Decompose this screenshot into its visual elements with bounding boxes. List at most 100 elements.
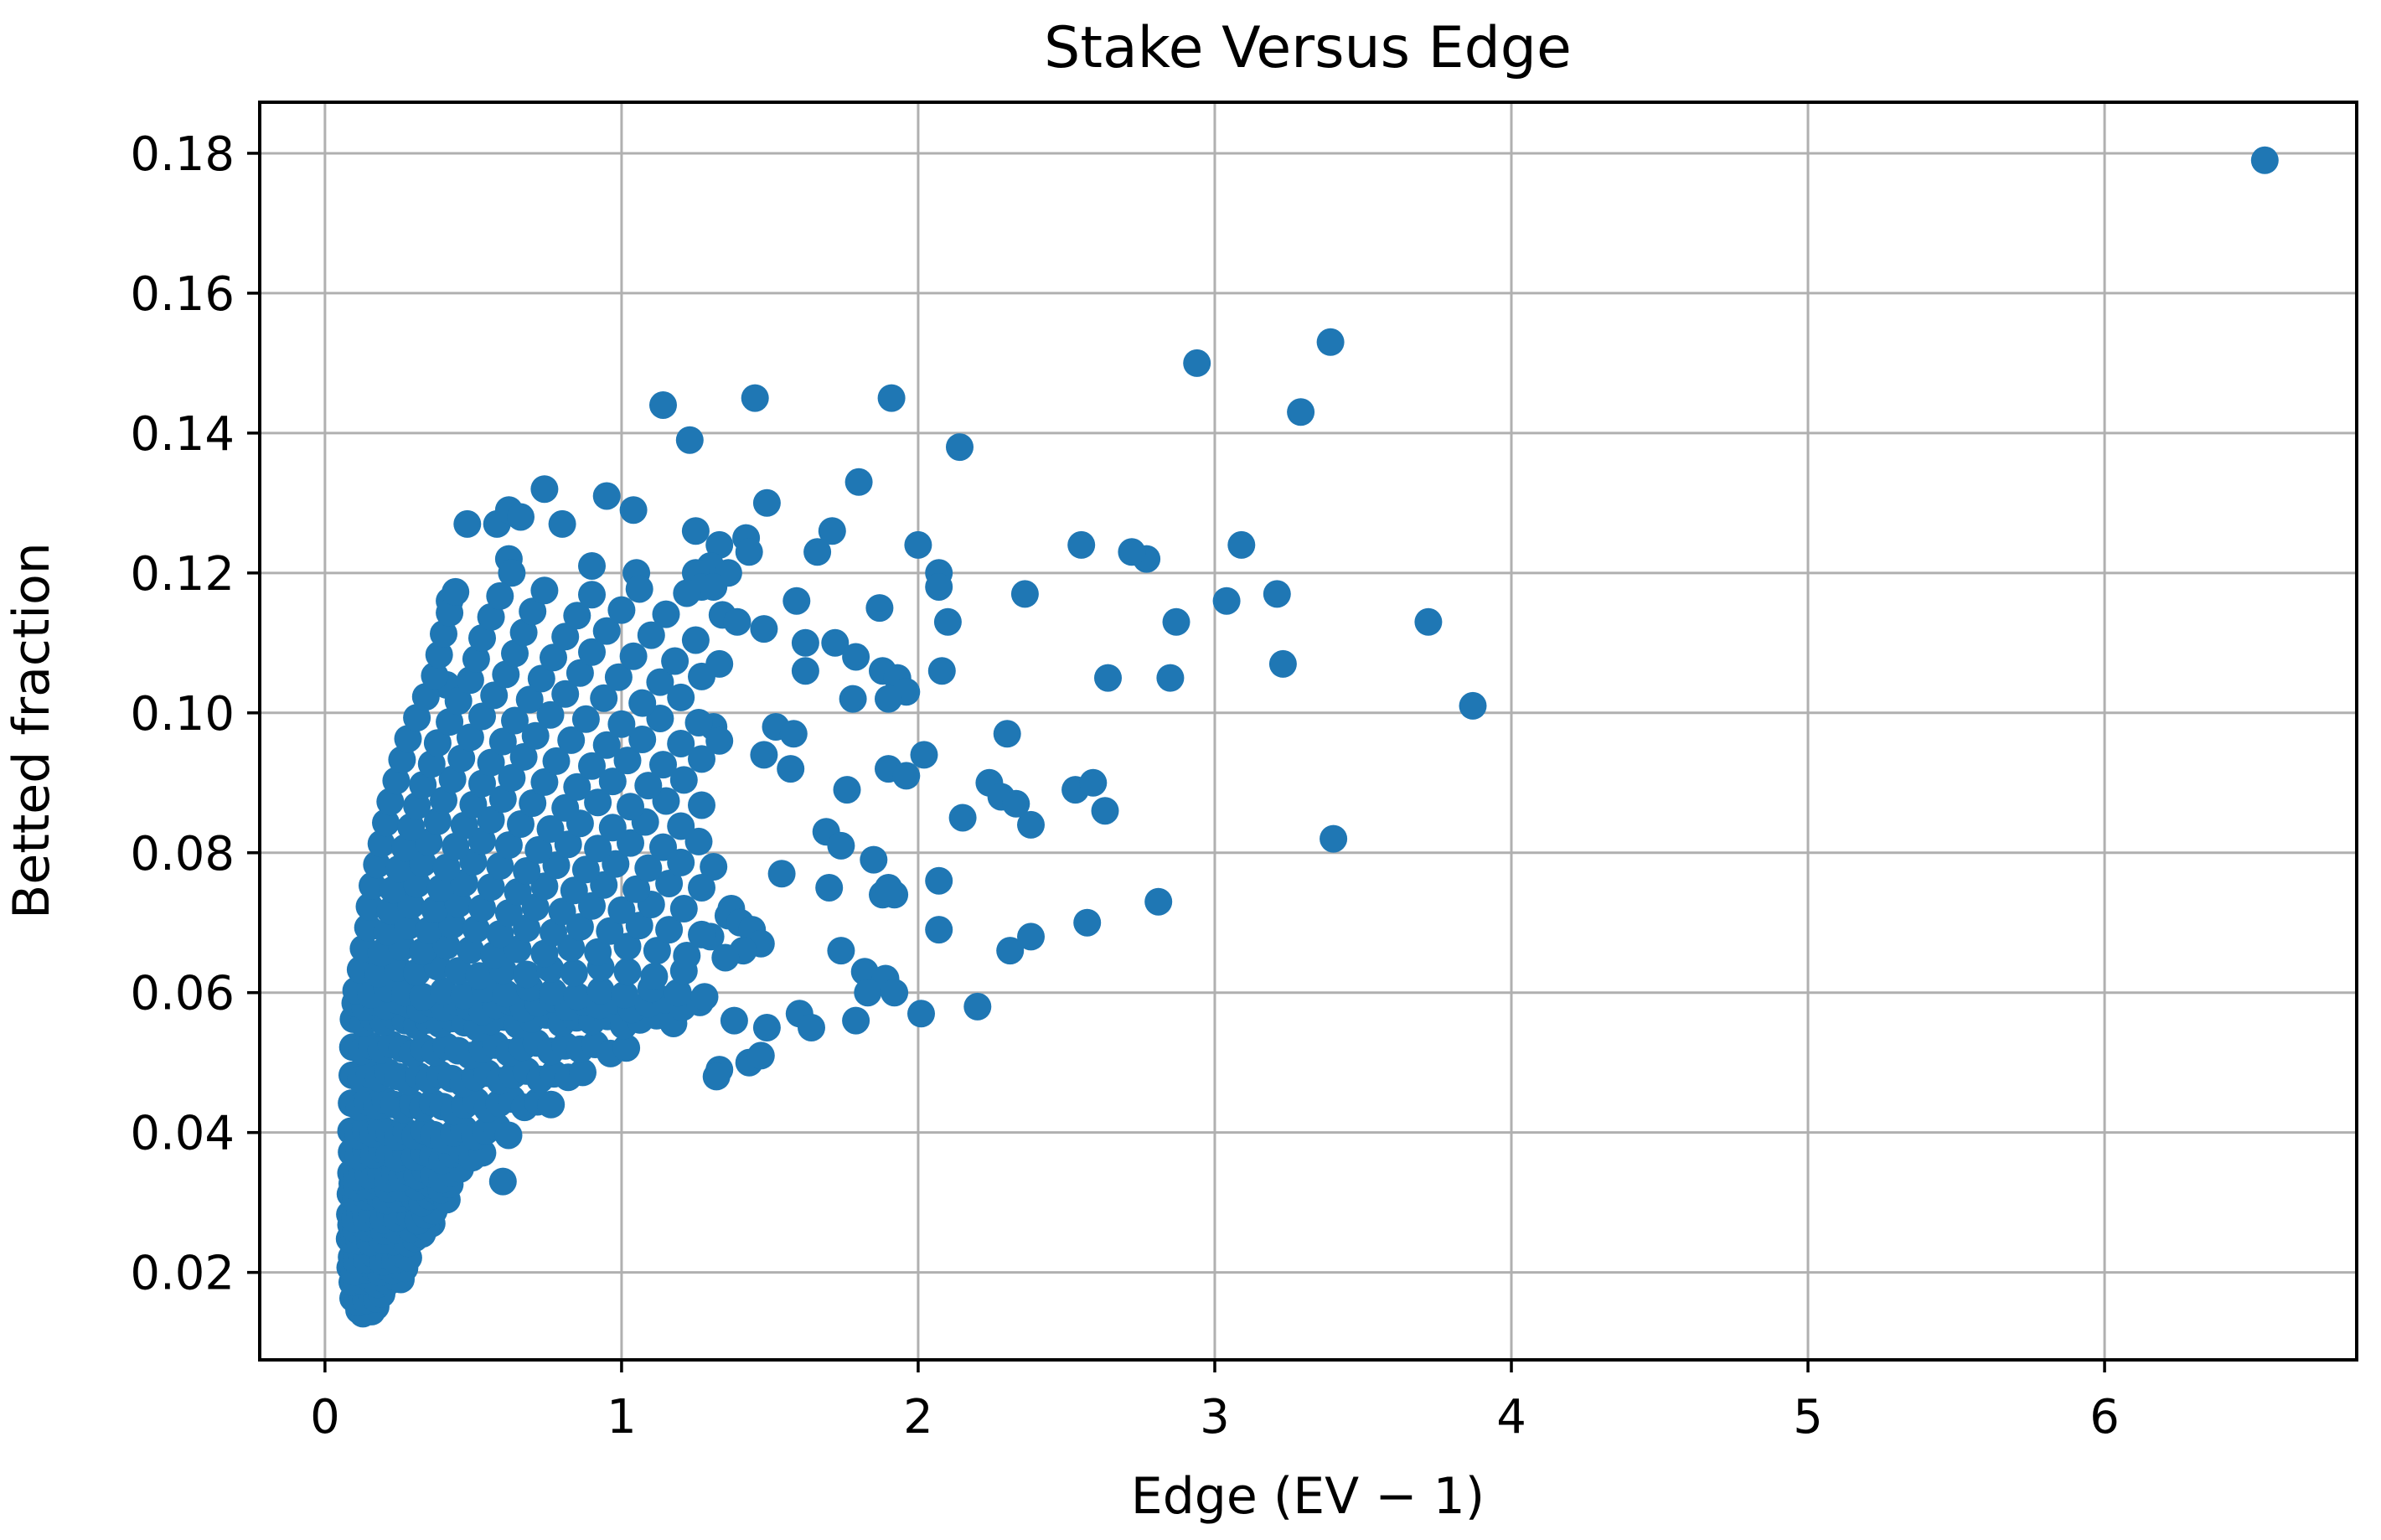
- scatter-point: [1067, 530, 1096, 559]
- scatter-point: [640, 963, 669, 990]
- scatter-point: [367, 938, 395, 967]
- scatter-point: [1156, 664, 1185, 692]
- y-tick-label: 0.02: [130, 1247, 235, 1301]
- scatter-point: [578, 638, 606, 666]
- scatter-point: [571, 855, 600, 884]
- scatter-point: [507, 810, 535, 838]
- scatter-point: [509, 618, 538, 647]
- scatter-point: [611, 980, 638, 1009]
- scatter-point: [1144, 887, 1173, 916]
- scatter-point: [359, 871, 386, 900]
- scatter-point: [963, 992, 992, 1021]
- scatter-point: [746, 1041, 775, 1070]
- scatter-point: [468, 702, 496, 731]
- scatter-point: [513, 960, 541, 989]
- scatter-point: [875, 874, 902, 902]
- scatter-point: [423, 729, 452, 757]
- x-axis-label: Edge (EV − 1): [1131, 1467, 1485, 1526]
- scatter-point: [1263, 580, 1291, 608]
- scatter-point: [498, 763, 526, 792]
- scatter-point: [403, 704, 431, 732]
- scatter-point: [688, 662, 715, 690]
- x-tick-label: 4: [1496, 1390, 1526, 1444]
- scatter-point: [688, 874, 715, 902]
- scatter-point: [578, 581, 606, 609]
- scatter-points: [335, 146, 2279, 1328]
- scatter-point: [634, 854, 663, 882]
- y-tick-label: 0.16: [130, 267, 235, 322]
- scatter-point: [409, 771, 437, 799]
- scatter-point: [628, 689, 657, 717]
- scatter-point: [752, 1014, 781, 1041]
- scatter-point: [1227, 530, 1256, 559]
- scatter-point: [649, 391, 677, 419]
- scatter-point: [527, 664, 555, 693]
- scatter-point: [563, 773, 591, 801]
- scatter-point: [468, 769, 496, 798]
- scatter-point: [373, 917, 401, 946]
- scatter-point: [619, 642, 648, 670]
- scatter-point: [540, 643, 567, 672]
- scatter-point: [492, 660, 520, 689]
- scatter-point: [741, 384, 769, 412]
- scatter-point: [442, 577, 470, 606]
- scatter-point: [563, 602, 591, 630]
- scatter-point: [530, 767, 559, 796]
- scatter-point: [498, 559, 526, 587]
- scatter-point: [655, 870, 684, 897]
- y-tick-label: 0.04: [130, 1107, 235, 1161]
- scatter-point: [925, 916, 953, 944]
- scatter-point: [649, 751, 677, 779]
- x-tick-label: 6: [2089, 1390, 2120, 1444]
- scatter-point: [388, 746, 416, 774]
- scatter-point: [667, 812, 695, 840]
- scatter-point: [376, 897, 405, 925]
- scatter-point: [833, 776, 861, 804]
- scatter-point: [750, 615, 778, 643]
- scatter-point: [540, 918, 567, 947]
- scatter-point: [486, 581, 514, 610]
- scatter-point: [702, 1062, 731, 1091]
- scatter-point: [551, 680, 580, 708]
- scatter-point: [480, 681, 509, 710]
- scatter-point: [925, 573, 953, 601]
- scatter-point: [421, 895, 449, 923]
- scatter-point: [684, 709, 713, 736]
- scatter-point: [590, 871, 618, 899]
- scatter-point: [409, 938, 437, 965]
- scatter-point: [791, 628, 819, 657]
- scatter-point: [681, 626, 710, 654]
- scatter-point: [688, 920, 715, 948]
- x-tick-label: 5: [1793, 1390, 1823, 1444]
- scatter-point: [415, 916, 443, 944]
- scatter-point: [494, 831, 523, 860]
- scatter-point: [394, 725, 422, 753]
- scatter-point: [468, 894, 496, 922]
- scatter-point: [376, 788, 405, 816]
- scatter-point: [355, 892, 384, 921]
- scatter-point: [584, 788, 612, 817]
- scatter-point: [933, 607, 962, 636]
- scatter-point: [548, 897, 576, 926]
- scatter-point: [468, 624, 496, 652]
- scatter-point: [421, 662, 449, 690]
- scatter-point: [993, 720, 1021, 748]
- scatter-point: [946, 433, 974, 462]
- scatter-point: [566, 659, 594, 687]
- x-tick-label: 1: [607, 1390, 637, 1444]
- scatter-point: [705, 726, 734, 755]
- scatter-point: [596, 917, 624, 945]
- scatter-point: [646, 668, 674, 696]
- scatter-point: [578, 552, 606, 580]
- scatter-point: [877, 384, 906, 412]
- scatter-point: [417, 750, 446, 778]
- scatter-point: [403, 792, 431, 820]
- scatter-point: [777, 755, 805, 783]
- scatter-point: [1316, 328, 1345, 356]
- scatter-point: [363, 850, 391, 879]
- scatter-point: [1320, 824, 1348, 853]
- scatter-point: [1212, 587, 1241, 615]
- scatter-point: [423, 807, 452, 835]
- scatter-point: [844, 468, 873, 496]
